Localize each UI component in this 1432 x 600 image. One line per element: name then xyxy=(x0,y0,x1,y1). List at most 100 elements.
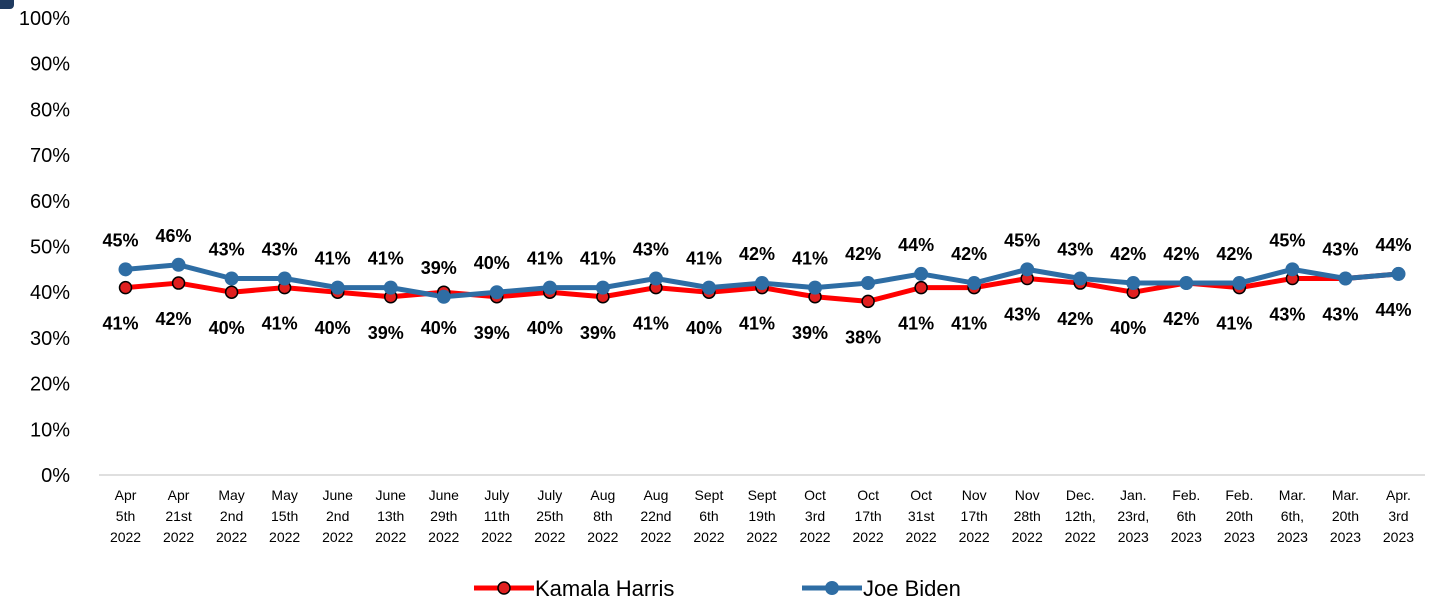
x-tick-label: 6th xyxy=(1177,508,1196,524)
biden-point xyxy=(648,271,663,286)
biden-data-label: 44% xyxy=(1375,235,1411,255)
biden-point xyxy=(1232,276,1247,291)
x-tick-label: 23rd, xyxy=(1117,508,1149,524)
y-tick-label: 80% xyxy=(30,99,70,121)
x-tick-label: Feb. xyxy=(1225,487,1253,503)
x-tick-label: 2022 xyxy=(959,529,990,545)
biden-data-label: 42% xyxy=(1110,244,1146,264)
biden-data-label: 42% xyxy=(1216,244,1252,264)
x-tick-label: 2022 xyxy=(110,529,141,545)
biden-data-label: 43% xyxy=(262,239,298,259)
x-tick-label: 19th xyxy=(748,508,775,524)
x-tick-label: 2022 xyxy=(534,529,565,545)
y-tick-label: 30% xyxy=(30,328,70,350)
biden-point xyxy=(118,262,133,277)
x-tick-label: July xyxy=(537,487,562,503)
y-axis: 0% 10% 20% 30% 40% 50% 60% 70% 80% 90% 100% xyxy=(19,8,70,487)
x-tick-label: 2022 xyxy=(746,529,777,545)
harris-data-label: 40% xyxy=(209,318,245,338)
x-tick-label: 13th xyxy=(377,508,404,524)
x-tick-label: Oct xyxy=(857,487,879,503)
y-tick-label: 40% xyxy=(30,282,70,304)
x-tick-label: Jan. xyxy=(1120,487,1146,503)
x-tick-label: 2023 xyxy=(1118,529,1149,545)
biden-point xyxy=(224,271,239,286)
harris-data-label: 40% xyxy=(686,318,722,338)
harris-data-label: 42% xyxy=(1057,309,1093,329)
biden-data-label: 42% xyxy=(739,244,775,264)
x-tick-label: Oct xyxy=(804,487,826,503)
y-tick-label: 20% xyxy=(30,374,70,396)
x-tick-label: May xyxy=(218,487,244,503)
biden-point xyxy=(171,257,186,272)
legend-harris-label: Kamala Harris xyxy=(535,576,674,600)
x-tick-label: 25th xyxy=(536,508,563,524)
x-tick-label: Nov xyxy=(1015,487,1040,503)
legend: Kamala Harris Joe Biden xyxy=(474,576,961,600)
x-tick-label: 2022 xyxy=(853,529,884,545)
harris-data-label: 42% xyxy=(156,309,192,329)
data-labels: 45% 46% 43% 43% 41% 41% 39% 40% 41% 41% 43% 41% 42% 4… xyxy=(103,226,1412,348)
x-tick-label: Sept xyxy=(748,487,777,503)
harris-data-label: 41% xyxy=(951,314,987,334)
x-tick-label: 2022 xyxy=(428,529,459,545)
harris-data-label: 39% xyxy=(368,323,404,343)
x-tick-label: 2023 xyxy=(1383,529,1414,545)
x-tick-label: Apr. xyxy=(1386,487,1411,503)
x-tick-label: 17th xyxy=(854,508,881,524)
x-tick-label: 29th xyxy=(430,508,457,524)
x-tick-label: 21st xyxy=(165,508,192,524)
biden-point xyxy=(1126,276,1141,291)
x-tick-label: Nov xyxy=(962,487,987,503)
biden-data-label: 39% xyxy=(421,258,457,278)
biden-point xyxy=(1073,271,1088,286)
x-tick-label: Apr xyxy=(115,487,137,503)
x-tick-label: 2023 xyxy=(1171,529,1202,545)
corner-tab xyxy=(0,0,14,9)
biden-point xyxy=(755,276,769,291)
biden-point xyxy=(595,280,610,295)
biden-point xyxy=(330,280,345,295)
x-tick-label: 2023 xyxy=(1277,529,1308,545)
legend-biden-marker xyxy=(825,581,839,595)
harris-data-label: 39% xyxy=(792,323,828,343)
harris-data-label: 43% xyxy=(1269,304,1305,324)
biden-point xyxy=(277,271,292,286)
y-tick-label: 100% xyxy=(19,8,70,30)
biden-point xyxy=(1391,266,1406,281)
x-tick-label: Aug xyxy=(643,487,668,503)
x-tick-label: 5th xyxy=(116,508,135,524)
biden-point xyxy=(967,276,982,291)
x-tick-label: 2022 xyxy=(481,529,512,545)
harris-point xyxy=(118,280,133,295)
x-tick-label: 3rd xyxy=(1388,508,1408,524)
x-tick-label: 2022 xyxy=(322,529,353,545)
x-tick-label: 28th xyxy=(1014,508,1041,524)
biden-data-label: 43% xyxy=(633,239,669,259)
x-tick-label: 2022 xyxy=(375,529,406,545)
x-tick-label: 2022 xyxy=(587,529,618,545)
biden-data-label: 40% xyxy=(474,253,510,273)
series-markers xyxy=(118,257,1406,309)
x-tick-label: May xyxy=(271,487,297,503)
harris-data-label: 41% xyxy=(103,314,139,334)
biden-data-label: 41% xyxy=(792,249,828,269)
x-tick-label: Mar. xyxy=(1332,487,1359,503)
y-tick-label: 60% xyxy=(30,191,70,213)
biden-data-label: 43% xyxy=(209,239,245,259)
biden-point xyxy=(1285,262,1300,277)
x-tick-label: Dec. xyxy=(1066,487,1095,503)
harris-data-label: 44% xyxy=(1375,300,1411,320)
x-tick-label: 2022 xyxy=(693,529,724,545)
legend-biden-label: Joe Biden xyxy=(863,576,961,600)
x-tick-label: June xyxy=(376,487,407,503)
harris-point xyxy=(861,294,875,309)
harris-data-label: 40% xyxy=(421,318,457,338)
biden-point xyxy=(914,266,929,281)
harris-data-label: 41% xyxy=(262,314,298,334)
biden-data-label: 45% xyxy=(1004,230,1040,250)
harris-data-label: 41% xyxy=(633,314,669,334)
biden-data-label: 42% xyxy=(845,244,881,264)
y-tick-label: 50% xyxy=(30,237,70,259)
biden-data-label: 43% xyxy=(1322,239,1358,259)
